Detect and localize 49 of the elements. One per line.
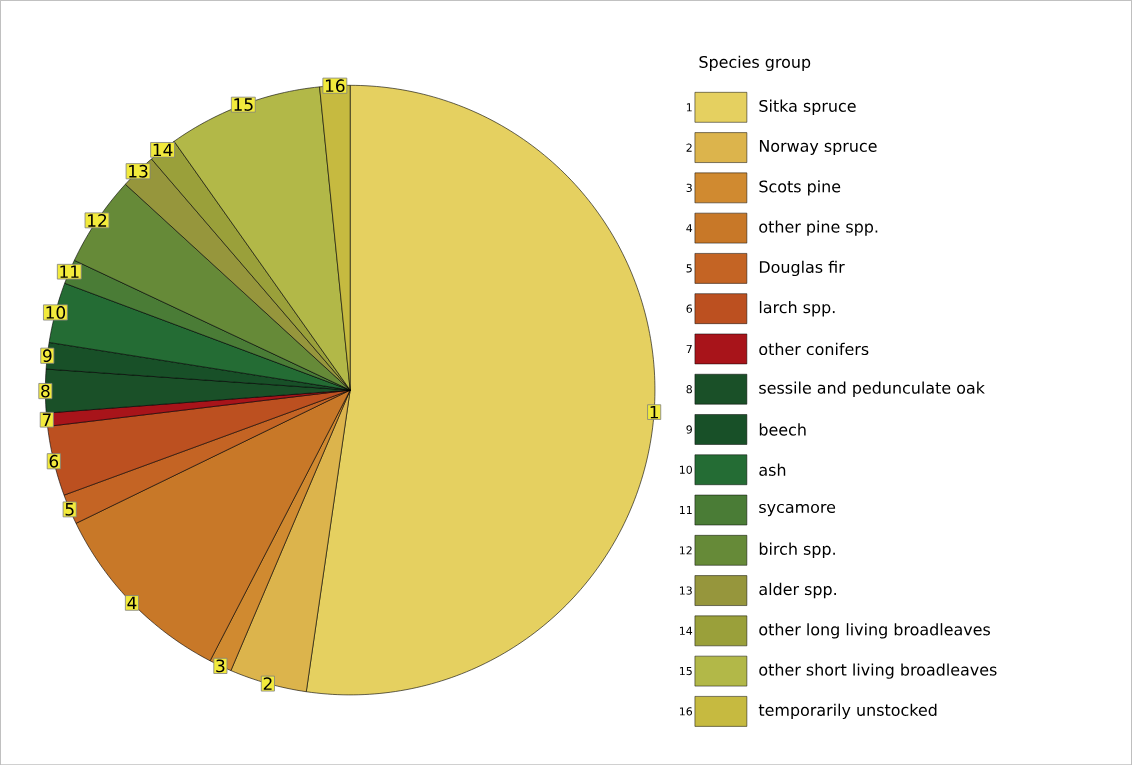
- text: 1: [650, 405, 658, 419]
- legend-label: other pine spp.: [759, 220, 878, 236]
- legend-label: other conifers: [759, 342, 869, 355]
- legend-label: alder spp.: [759, 582, 836, 599]
- text: 14: [679, 626, 693, 635]
- text: 4: [686, 224, 693, 232]
- text: 3: [216, 659, 225, 673]
- text: 10: [679, 465, 692, 474]
- text: 3: [686, 183, 692, 192]
- legend-label: larch spp.: [759, 300, 835, 317]
- legend-label: birch spp.: [759, 542, 835, 558]
- text: 12: [679, 546, 692, 555]
- legend-label: sycamore: [759, 503, 836, 517]
- text: 2: [686, 143, 692, 152]
- text: 8: [686, 384, 692, 394]
- text: 7: [686, 344, 692, 353]
- text: 6: [686, 304, 693, 313]
- text: 10: [46, 305, 66, 319]
- legend-label: other short living broadleaves: [759, 663, 997, 679]
- text: 14: [153, 143, 173, 156]
- text: 7: [42, 413, 51, 426]
- legend-label: Douglas fir: [759, 260, 845, 276]
- text: 5: [686, 264, 692, 273]
- text: 11: [679, 505, 692, 514]
- legend-label: Sitka spruce: [759, 99, 856, 115]
- legend-label: Norway spruce: [759, 139, 877, 155]
- text: 9: [686, 425, 692, 434]
- text: 15: [234, 98, 253, 111]
- text: 16: [325, 79, 345, 92]
- text: 6: [49, 454, 59, 468]
- legend-label: temporarily unstocked: [758, 703, 937, 719]
- text: 13: [679, 586, 692, 595]
- text: 11: [60, 265, 79, 278]
- legend-label: ash: [759, 463, 786, 476]
- legend-title: Species group: [699, 55, 811, 71]
- legend-label: sessile and pedunculate oak: [759, 381, 985, 397]
- text: 13: [129, 164, 148, 178]
- text: 2: [263, 677, 272, 690]
- legend-label: Scots pine: [759, 180, 841, 196]
- legend-label: other long living broadleaves: [759, 623, 991, 639]
- text: 8: [41, 384, 50, 398]
- text: 5: [65, 502, 74, 516]
- text: 9: [43, 349, 52, 362]
- text: 1: [686, 103, 692, 112]
- text: 16: [679, 707, 693, 716]
- text: 12: [88, 213, 107, 227]
- text: 4: [127, 596, 137, 609]
- text: 15: [679, 666, 692, 676]
- legend-label: beech: [759, 423, 806, 436]
